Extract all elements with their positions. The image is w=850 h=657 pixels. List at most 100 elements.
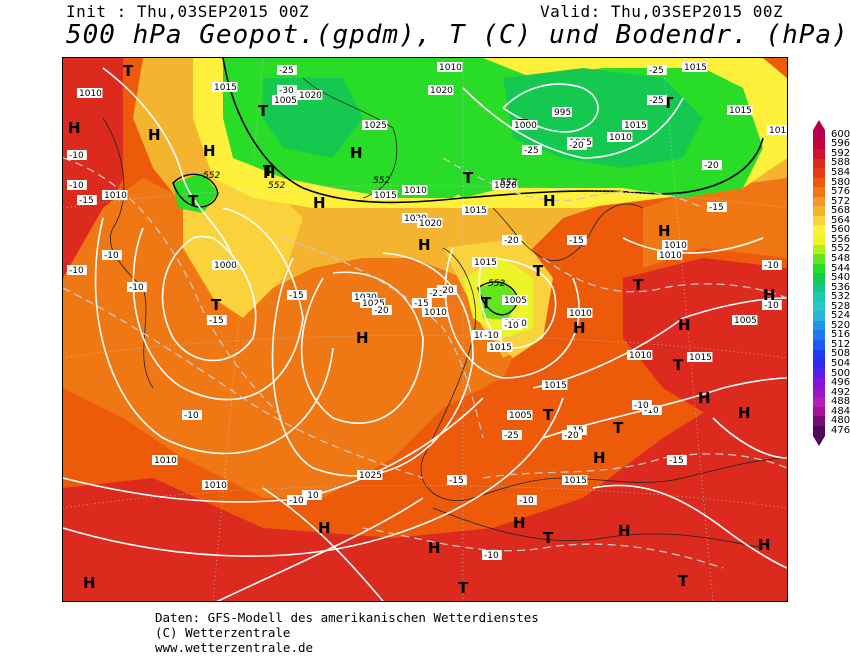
legend-label: 516 [831,329,850,341]
temperature-label-bg [67,180,87,190]
pressure-label-bg [662,240,688,250]
pressure-label: 1010 [569,309,592,319]
legend-label: 500 [831,367,850,379]
legend-swatch [813,244,825,255]
pressure-label: 1010 [659,251,682,261]
pressure-label-bg [607,132,633,142]
legend-swatch [813,311,825,321]
geopot-label: 552 [203,171,220,181]
temperature-label-bg [562,430,582,440]
temperature-label: -15 [449,476,464,486]
temperature-label: -15 [569,236,584,246]
pressure-label: 1020 [404,214,427,224]
high-center: H [313,194,326,212]
temperature-label: -10 [69,181,84,191]
field-588-east [623,258,787,418]
pressure-label-bg [472,257,498,267]
legend-label: 496 [831,377,850,389]
legend-label: 568 [831,205,850,217]
pressure-label: 1025 [364,121,387,131]
legend-label: 480 [831,415,850,427]
high-center: H [618,522,631,540]
temperature-label-bg [762,300,782,310]
legend-swatch [813,254,825,264]
temperature-label: -15 [209,316,224,326]
footer-copyright: (C) Wetterzentrale [155,625,291,640]
pressure-label: 1010 [104,191,127,201]
temperature-label: -10 [519,496,534,506]
pressure-label-bg [102,190,128,200]
temperature-label: -10 [69,151,84,161]
legend-label: 564 [831,214,850,226]
footer-source: Daten: GFS-Modell des amerikanischen Wet… [155,610,539,625]
low-center: T [123,62,134,80]
legend-swatch [813,130,825,140]
pressure-label-bg [502,295,528,305]
pressure-label: 1025 [359,471,382,481]
temperature-label: -25 [649,96,664,106]
field-540-arctic [503,68,703,168]
pressure-label: 1015 [489,343,512,353]
low-center: T [258,102,269,120]
temperature-label-bg [302,490,322,500]
legend-label: 596 [831,138,850,150]
temperature-label: -10 [644,406,659,416]
temperature-label-bg [567,140,587,150]
high-center: H [350,144,363,162]
legend-swatch [813,196,825,207]
pressure-label: 1010 [424,308,447,318]
legend-swatch [813,158,825,169]
pressure-label: 1010 [154,456,177,466]
pressure-label: 1015 [729,106,752,116]
temperature-label: -15 [669,456,684,466]
legend-label: 572 [831,195,850,207]
pressure-label-bg [212,82,238,92]
geopot-label: 552 [373,176,390,186]
pressure-label-bg [362,120,388,130]
pressure-label: 1020 [299,91,322,101]
pressure-label: 1015 [374,191,397,201]
temperature-label: -10 [104,251,119,261]
pressure-label-bg [562,475,588,485]
lat-lon-grid [63,58,787,601]
pressure-label-bg [542,380,568,390]
temperature-label: -10 [289,496,304,506]
high-center: H [593,449,606,467]
pressure-label-bg [552,107,572,117]
legend-label: 584 [831,167,850,178]
legend-label: 540 [831,272,850,284]
legend-swatch [813,387,825,398]
isobars [63,67,787,601]
legend-swatch [813,206,825,216]
coastline-africa [432,507,764,549]
temperature-label-bg [77,195,97,205]
geopot-contour-552-b [172,173,219,208]
high-center: H [758,536,771,554]
isotherms [63,157,787,569]
pressure-label-bg [687,352,713,362]
pressure-label: 1010 [439,63,462,73]
pressure-label: 1015 [684,63,707,73]
temperature-label-bg [67,150,87,160]
legend-swatch [813,416,825,426]
legend-swatch [813,168,825,178]
chart-title: 500 hPa Geopot.(gpdm), T (C) und Bodendr… [66,20,849,50]
legend-label: 580 [831,176,850,188]
pressure-label-bg [417,218,443,228]
coastline-greenland [302,77,398,199]
low-center: T [211,296,222,314]
temperature-label-bg [277,85,297,95]
legend-label: 476 [831,424,850,436]
legend-label: 552 [831,243,850,255]
low-center: T [533,262,544,280]
temperature-label: -25 [504,431,519,441]
low-center: T [673,356,684,374]
pressure-label: 1000 [514,121,537,131]
pressure-label-bg [360,298,386,308]
field-588 [63,358,787,601]
temperature-label-bg [702,160,722,170]
temperature-label: -10 [764,261,779,271]
legend-swatch [813,359,825,369]
high-center: H [543,192,556,210]
legend-swatch [813,177,825,188]
